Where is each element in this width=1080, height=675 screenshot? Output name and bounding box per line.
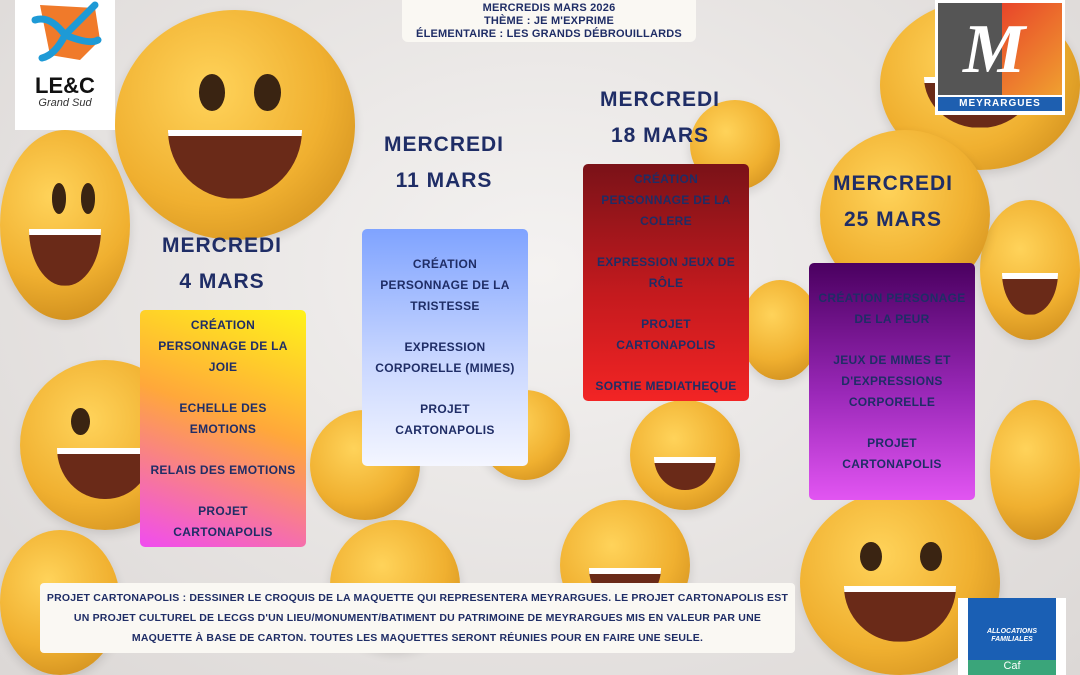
emoji-decoration xyxy=(990,400,1080,540)
activity-item: PROJET CARTONAPOLIS xyxy=(395,402,495,437)
activity-item: EXPRESSION CORPORELLE (MIMES) xyxy=(375,340,515,375)
emoji-decoration xyxy=(0,130,130,320)
caf-logo: ALLOCATIONS FAMILIALES Caf xyxy=(958,598,1066,675)
activity-item: PROJET CARTONAPOLIS xyxy=(616,316,716,352)
activity-item: EXPRESSION JEUX DE RÔLE xyxy=(596,254,736,290)
header-theme: THÈME : JE M'EXPRIME xyxy=(483,15,615,27)
activity-item: SORTIE MEDIATHEQUE xyxy=(595,378,737,393)
day-heading: MERCREDI 11 MARS xyxy=(364,127,524,199)
header-group: ÉLEMENTAIRE : LES GRANDS DÉBROUILLARDS xyxy=(416,28,682,40)
day-date: 11 MARS xyxy=(395,169,493,192)
caf-text-line: FAMILIALES xyxy=(991,636,1033,643)
day-date: 4 MARS xyxy=(179,270,265,293)
day-heading: MERCREDI 25 MARS xyxy=(813,166,973,238)
day-heading: MERCREDI 4 MARS xyxy=(142,228,302,300)
activity-item: ECHELLE DES EMOTIONS xyxy=(179,400,267,436)
footer-banner: PROJET CARTONAPOLIS : DESSINER LE CROQUI… xyxy=(40,583,795,653)
lec-grand-sud-logo: LE&C Grand Sud xyxy=(15,0,115,130)
activity-item: CRÉATION PERSONNAGE DE LA COLERE xyxy=(601,171,731,228)
day-title: MERCREDI xyxy=(383,133,504,156)
meyrargues-logo: M MEYRARGUES xyxy=(935,0,1065,115)
emoji-decoration xyxy=(115,10,355,240)
activity-item: CRÉATION PERSONAGE DE LA PEUR xyxy=(818,291,966,326)
footer-text-line: PROJET CARTONAPOLIS : DESSINER LE CROQUI… xyxy=(46,592,789,604)
meyrargues-emblem-icon: M xyxy=(938,3,1062,95)
activity-card-11-mars: CRÉATION PERSONNAGE DE LA TRISTESSE EXPR… xyxy=(362,229,528,466)
day-heading: MERCREDI 18 MARS xyxy=(580,82,740,154)
activity-item: RELAIS DES EMOTIONS xyxy=(150,462,296,477)
caf-text-line: ALLOCATIONS xyxy=(986,628,1038,635)
emoji-decoration xyxy=(630,400,740,510)
activity-card-25-mars: CRÉATION PERSONAGE DE LA PEUR JEUX DE MI… xyxy=(809,263,975,500)
header-month: MERCREDIS MARS 2026 xyxy=(482,2,616,14)
day-title: MERCREDI xyxy=(161,234,282,257)
footer-text-line: MAQUETTE À BASE DE CARTON. TOUTES LES MA… xyxy=(131,632,704,644)
lec-logo-subtitle: Grand Sud xyxy=(38,97,92,109)
header-banner: MERCREDIS MARS 2026 THÈME : JE M'EXPRIME… xyxy=(402,0,696,42)
activity-item: CRÉATION PERSONNAGE DE LA TRISTESSE xyxy=(380,257,510,313)
activity-item: PROJET CARTONAPOLIS xyxy=(173,503,273,539)
emoji-decoration xyxy=(980,200,1080,340)
emoji-decoration xyxy=(740,280,820,380)
caf-name: Caf xyxy=(968,660,1056,675)
activity-item: PROJET CARTONAPOLIS xyxy=(842,436,942,471)
lec-logo-figures-icon xyxy=(31,1,102,62)
day-date: 25 MARS xyxy=(843,208,943,231)
activity-card-18-mars: CRÉATION PERSONNAGE DE LA COLERE EXPRESS… xyxy=(583,164,749,401)
meyrargues-logo-name: MEYRARGUES xyxy=(938,97,1062,111)
activity-card-4-mars: CRÉATION PERSONNAGE DE LA JOIE ECHELLE D… xyxy=(140,310,306,547)
activity-item: JEUX DE MIMES ET D'EXPRESSIONS CORPORELL… xyxy=(833,353,951,409)
day-title: MERCREDI xyxy=(599,88,720,111)
day-title: MERCREDI xyxy=(832,172,953,195)
day-date: 18 MARS xyxy=(610,124,710,147)
caf-emblem: ALLOCATIONS FAMILIALES xyxy=(968,598,1056,660)
footer-text-line: UN PROJET CULTUREL DE LECGS D'UN LIEU/MO… xyxy=(73,612,762,624)
lec-logo-name: LE&C xyxy=(35,73,95,98)
activity-item: CRÉATION PERSONNAGE DE LA JOIE xyxy=(158,317,288,374)
